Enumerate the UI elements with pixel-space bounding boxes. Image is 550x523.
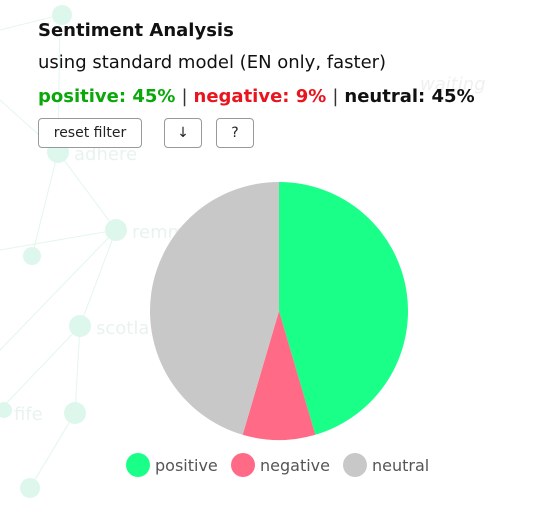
- background-label: fife: [14, 404, 43, 425]
- summary-item: neutral: 45%: [344, 86, 474, 107]
- background-label: adhere: [74, 144, 137, 165]
- legend-label: neutral: [372, 456, 429, 475]
- separator: |: [181, 86, 188, 107]
- summary-label: positive:: [38, 86, 127, 107]
- legend-label: positive: [155, 456, 218, 475]
- legend-label: negative: [260, 456, 330, 475]
- legend-swatch: [231, 453, 255, 477]
- summary-value: 9%: [295, 86, 327, 107]
- help-button[interactable]: ?: [216, 118, 254, 148]
- legend-swatch: [126, 453, 150, 477]
- pie-chart: positive negative neutral: [126, 182, 429, 477]
- summary-item: positive: 45%: [38, 86, 175, 107]
- background-label: scotla: [96, 318, 149, 339]
- summary-label: negative:: [193, 86, 290, 107]
- download-button[interactable]: ↓: [164, 118, 202, 148]
- summary-value: 45%: [132, 86, 176, 107]
- subtitle: using standard model (EN only, faster): [38, 52, 387, 73]
- background-label: waiting: [420, 74, 486, 95]
- summary-value: 45%: [431, 86, 475, 107]
- summary-label: neutral:: [344, 86, 426, 107]
- pie-slice: [242, 311, 316, 441]
- title: Sentiment Analysis: [38, 20, 234, 41]
- legend-swatch: [343, 453, 367, 477]
- pie-slice: [149, 182, 279, 435]
- summary-item: negative: 9%: [194, 86, 327, 107]
- background-label: remm: [132, 222, 185, 243]
- pie-slice: [279, 182, 409, 435]
- summary: positive: 45% | negative: 9% | neutral: 45%: [38, 86, 475, 107]
- reset-filter-button[interactable]: reset filter: [38, 118, 142, 148]
- separator: |: [332, 86, 339, 107]
